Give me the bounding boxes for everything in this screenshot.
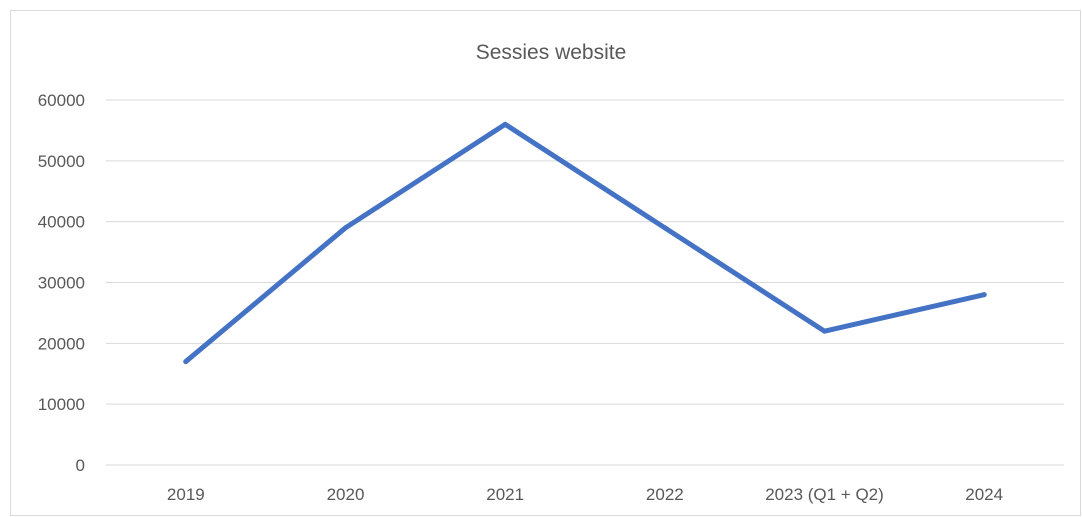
x-tick-label: 2024 <box>965 485 1003 504</box>
x-tick-label: 2020 <box>327 485 365 504</box>
x-tick-label: 2021 <box>486 485 524 504</box>
y-tick-label: 0 <box>76 456 85 475</box>
x-tick-label: 2019 <box>167 485 205 504</box>
series-line <box>183 121 987 365</box>
data-point <box>343 225 348 231</box>
x-tick-label: 2023 (Q1 + Q2) <box>765 485 884 504</box>
data-point <box>662 225 668 231</box>
y-tick-label: 40000 <box>38 213 85 232</box>
chart-frame <box>10 10 1081 516</box>
y-tick-label: 10000 <box>38 395 85 414</box>
y-tick-label: 50000 <box>38 152 85 171</box>
y-tick-label: 30000 <box>38 274 85 293</box>
data-point <box>981 292 987 298</box>
y-tick-label: 20000 <box>38 334 85 353</box>
data-point <box>183 359 189 365</box>
data-point <box>502 121 508 127</box>
y-axis-ticks: 0 10000 20000 30000 40000 50000 60000 <box>38 91 85 475</box>
y-tick-label: 60000 <box>38 91 85 110</box>
series-layer <box>183 121 987 365</box>
x-tick-label: 2022 <box>646 485 684 504</box>
x-axis-ticks: 2019 2020 2021 2022 2023 (Q1 + Q2) 2024 <box>167 485 1003 504</box>
gridlines <box>106 99 1064 466</box>
chart-title: Sessies website <box>476 41 627 64</box>
data-point <box>822 328 827 334</box>
